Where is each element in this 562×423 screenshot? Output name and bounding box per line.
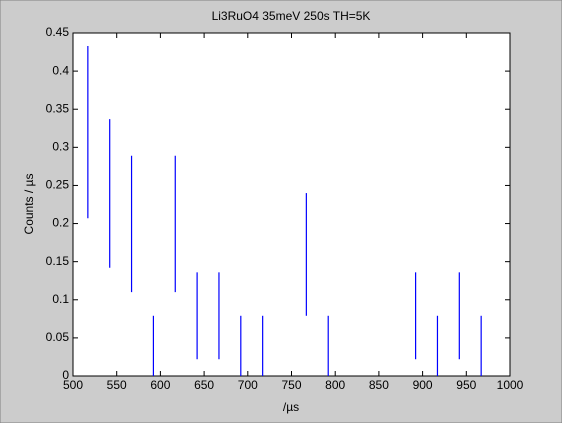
x-tick-label: 700 bbox=[238, 378, 258, 392]
chart-title: Li3RuO4 35meV 250s TH=5K bbox=[212, 9, 371, 23]
x-tick-label: 800 bbox=[325, 378, 345, 392]
y-axis-label: Counts / µs bbox=[22, 174, 36, 235]
y-tick-label: 0.45 bbox=[46, 25, 70, 39]
y-tick-label: 0.35 bbox=[46, 101, 70, 115]
y-tick-label: 0.3 bbox=[52, 140, 69, 154]
x-tick-label: 900 bbox=[413, 378, 433, 392]
axes-box bbox=[72, 32, 511, 377]
x-tick-label: 600 bbox=[150, 378, 170, 392]
x-tick-label: 850 bbox=[369, 378, 389, 392]
x-tick-label: 650 bbox=[194, 378, 214, 392]
y-tick-label: 0.05 bbox=[46, 330, 70, 344]
x-tick-label: 1000 bbox=[497, 378, 524, 392]
y-tick-label: 0.4 bbox=[52, 63, 69, 77]
x-tick-label: 550 bbox=[107, 378, 127, 392]
x-tick-label: 950 bbox=[456, 378, 476, 392]
y-tick-label: 0.15 bbox=[46, 254, 70, 268]
y-tick-label: 0.25 bbox=[46, 178, 70, 192]
x-axis-label: /µs bbox=[283, 400, 299, 414]
x-tick-label: 750 bbox=[281, 378, 301, 392]
y-tick-label: 0 bbox=[62, 368, 69, 382]
y-tick-label: 0.2 bbox=[52, 216, 69, 230]
x-tick-label: 500 bbox=[63, 378, 83, 392]
y-tick-label: 0.1 bbox=[52, 292, 69, 306]
plot-area bbox=[73, 33, 510, 376]
